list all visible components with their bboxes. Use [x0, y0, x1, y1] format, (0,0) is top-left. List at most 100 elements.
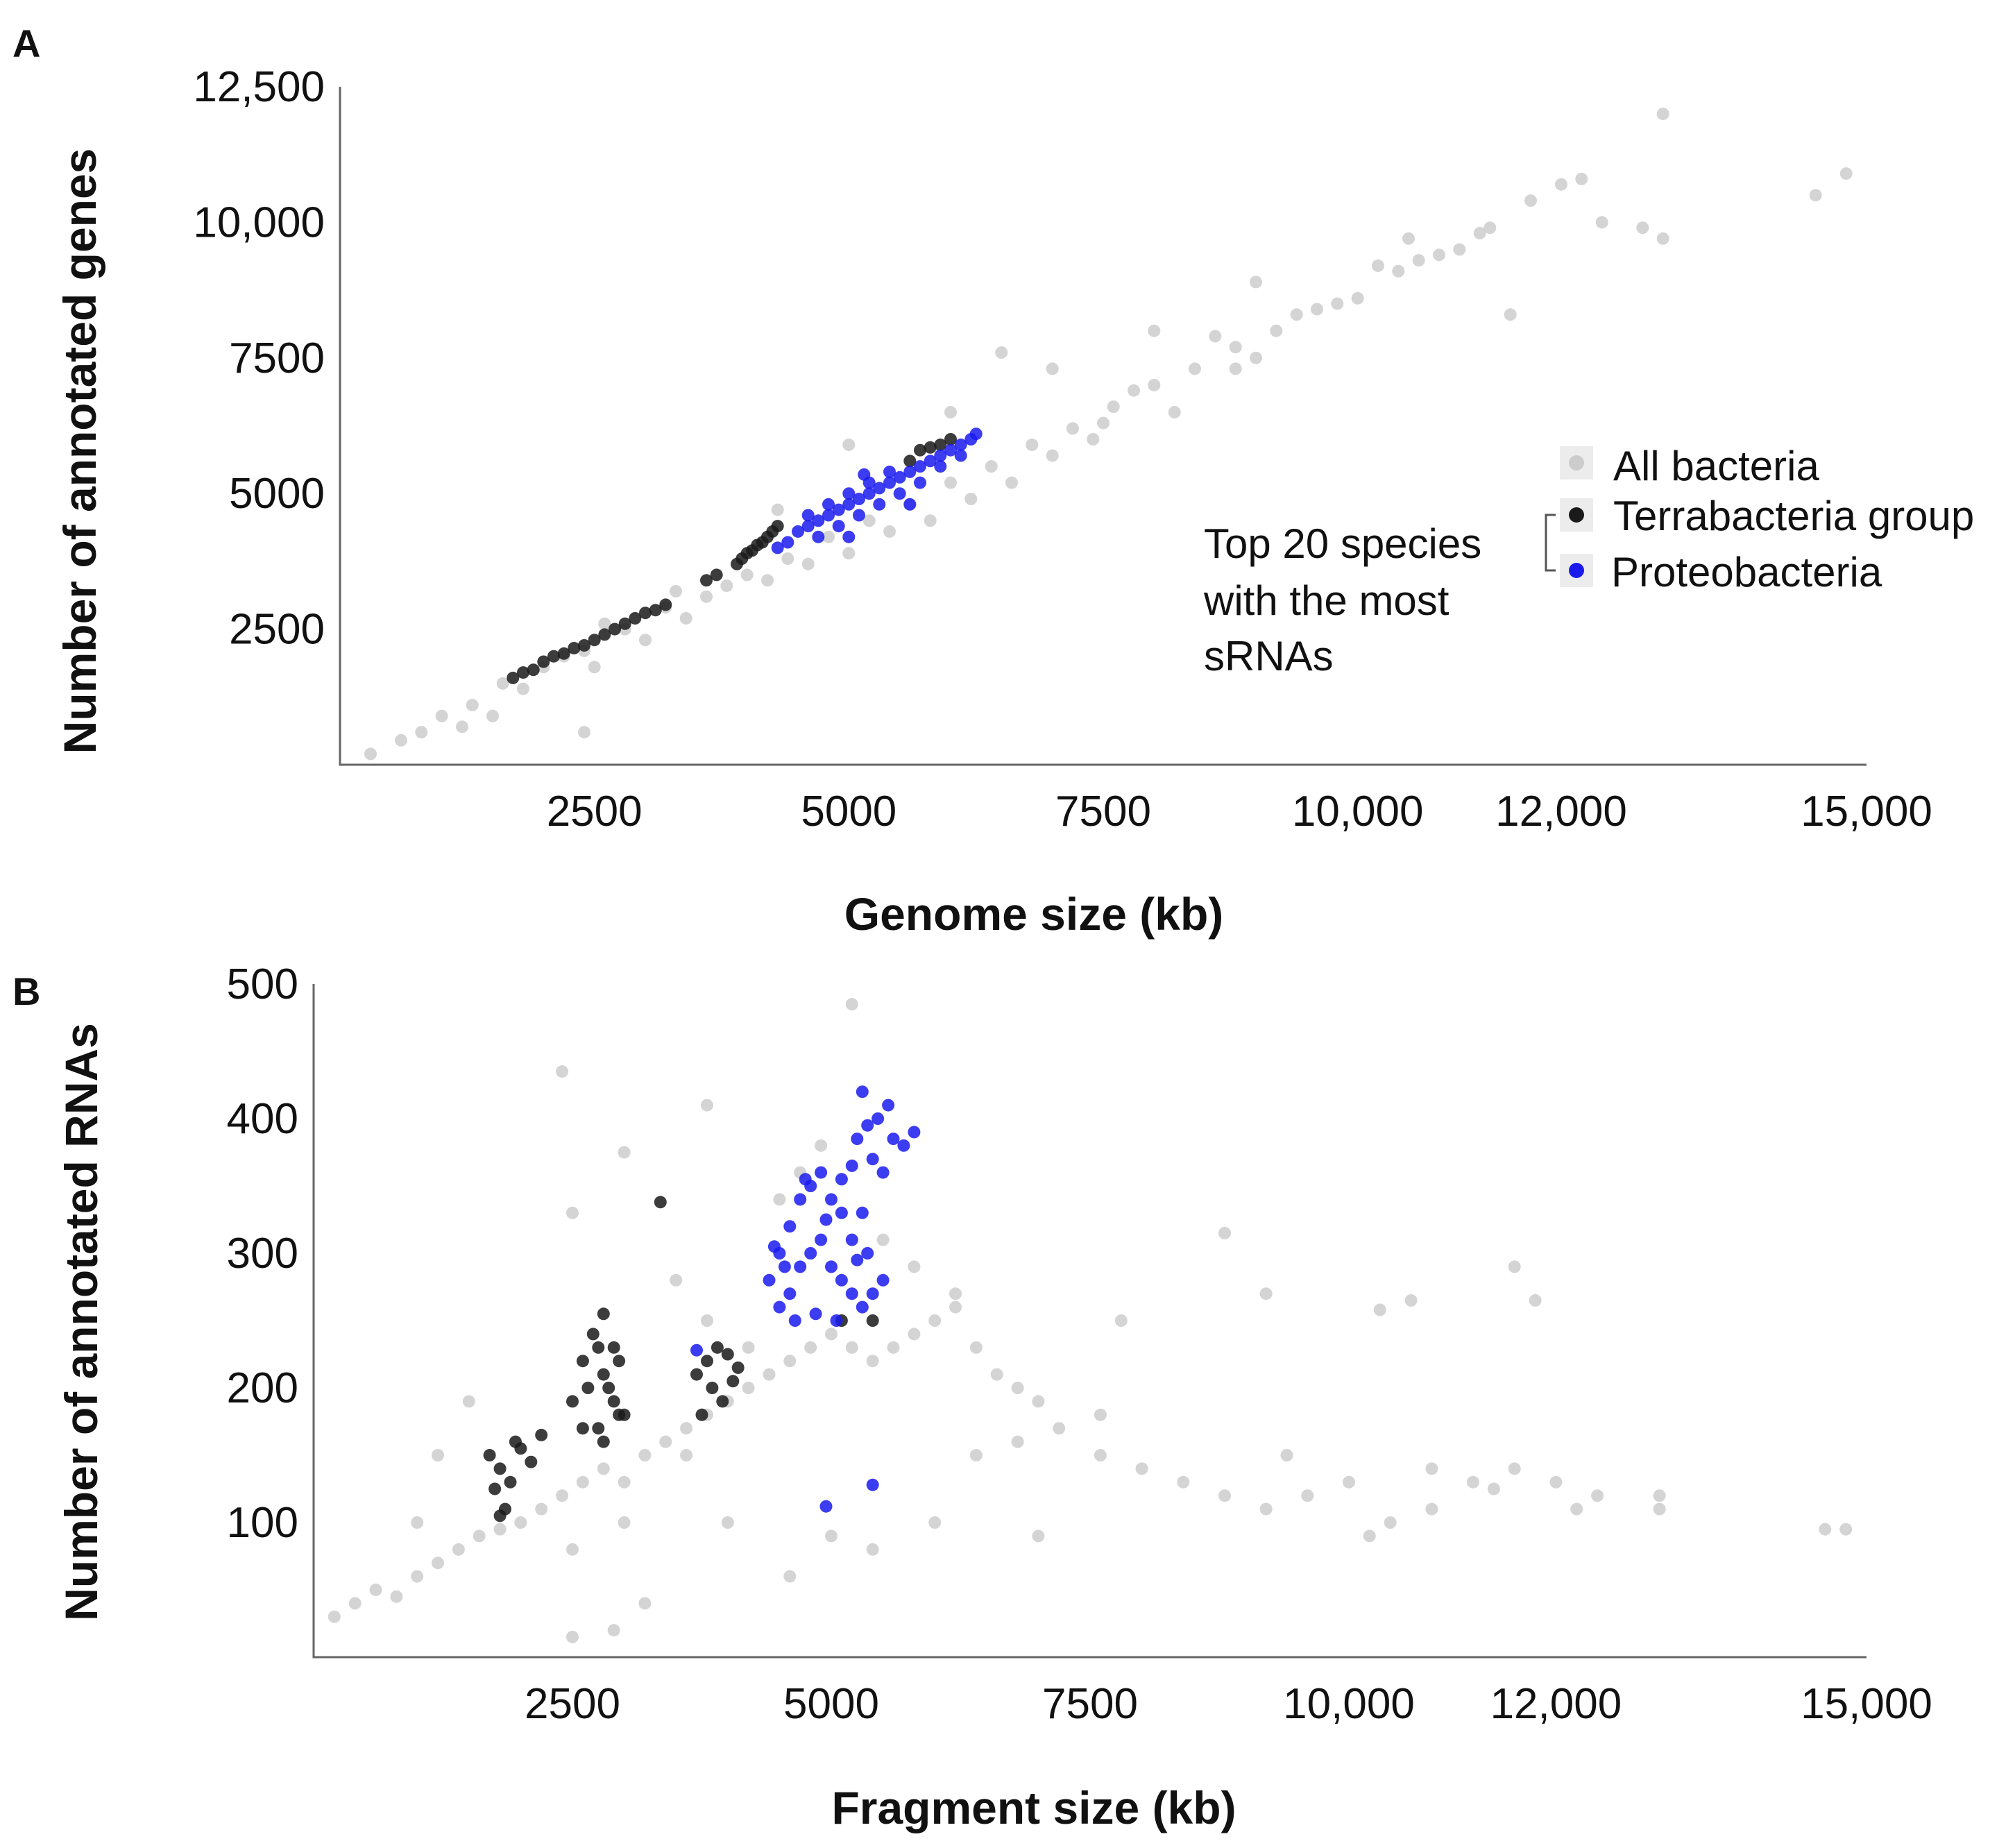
- panel-b-point-all-bacteria: [1114, 1314, 1128, 1327]
- panel-a-point-all-bacteria: [1402, 232, 1415, 245]
- panel-b-point-all-bacteria: [618, 1475, 631, 1489]
- panel-b-point-terrabacteria-group: [654, 1196, 667, 1209]
- panel-a-point-all-bacteria: [1290, 308, 1303, 321]
- panel-a-point-proteobacteria: [924, 455, 937, 468]
- panel-a-point-terrabacteria-group: [710, 568, 723, 582]
- panel-b-point-all-bacteria: [742, 1382, 755, 1394]
- panel-a-point-proteobacteria: [934, 449, 947, 462]
- panel-b-point-proteobacteria: [908, 1126, 921, 1139]
- panel-b-point-all-bacteria: [949, 1287, 962, 1300]
- panel-a-point-all-bacteria: [456, 720, 468, 734]
- panel-a-point-proteobacteria: [812, 514, 825, 527]
- legend-label-proteobacteria: Proteobacteria: [1611, 549, 1882, 595]
- panel-a-xtick-label: 7500: [1055, 788, 1151, 836]
- panel-b-point-all-bacteria: [1591, 1489, 1604, 1502]
- panel-b-xtick-label: 5000: [783, 1680, 879, 1728]
- panel-b-xtick-label: 7500: [1042, 1680, 1138, 1728]
- panel-b-point-proteobacteria: [856, 1085, 869, 1099]
- panel-b-point-all-bacteria: [1011, 1382, 1024, 1394]
- panel-b-point-all-bacteria: [1508, 1260, 1521, 1273]
- legend-label-all-bacteria: All bacteria: [1613, 443, 1819, 489]
- panel-b-point-all-bacteria: [1177, 1475, 1190, 1489]
- panel-a-point-proteobacteria: [842, 498, 856, 511]
- panel-b-point-proteobacteria: [851, 1133, 864, 1146]
- panel-a-point-all-bacteria: [1351, 291, 1364, 305]
- panel-b-point-terrabacteria-group: [597, 1435, 610, 1448]
- panel-b-point-all-bacteria: [969, 1449, 983, 1461]
- panel-b-point-all-bacteria: [1032, 1395, 1045, 1408]
- panel-b-point-all-bacteria: [969, 1341, 983, 1354]
- panel-b-point-proteobacteria: [887, 1133, 900, 1146]
- panel-a-point-all-bacteria: [1555, 178, 1567, 191]
- panel-a-point-all-bacteria: [720, 579, 733, 593]
- panel-b-point-all-bacteria: [990, 1368, 1003, 1381]
- panel-b-point-all-bacteria: [1373, 1303, 1386, 1316]
- panel-a-y-axis-title: Number of annotated genes: [54, 149, 105, 754]
- legend-label-terrabacteria: Terrabacteria group: [1613, 493, 1974, 539]
- panel-b-point-all-bacteria: [493, 1523, 507, 1536]
- panel-b-point-all-bacteria: [597, 1462, 610, 1475]
- panel-a-point-all-bacteria: [496, 677, 509, 690]
- panel-a-xtick-label: 15,000: [1801, 788, 1932, 836]
- panel-b-point-all-bacteria: [618, 1516, 631, 1529]
- panel-b-point-proteobacteria: [788, 1314, 801, 1327]
- panel-a-x-axis-title: Genome size (kb): [844, 888, 1223, 940]
- panel-b-point-all-bacteria: [701, 1099, 713, 1112]
- panel-b-point-all-bacteria: [1343, 1475, 1355, 1489]
- panel-b-point-proteobacteria: [861, 1247, 874, 1260]
- panel-b-point-all-bacteria: [1653, 1489, 1666, 1502]
- panel-b-point-terrabacteria-group: [597, 1307, 610, 1321]
- panel-b-point-all-bacteria: [1053, 1422, 1066, 1435]
- panel-b-point-all-bacteria: [742, 1341, 755, 1354]
- panel-b-point-all-bacteria: [369, 1584, 382, 1596]
- panel-b-point-proteobacteria: [783, 1287, 797, 1300]
- panel-a-point-all-bacteria: [1331, 297, 1344, 310]
- panel-b-point-all-bacteria: [1094, 1408, 1107, 1421]
- panel-b-point-all-bacteria: [576, 1475, 589, 1489]
- panel-b-point-proteobacteria: [856, 1206, 869, 1219]
- panel-a-point-all-bacteria: [1656, 232, 1669, 245]
- panel-b-point-all-bacteria: [1570, 1502, 1583, 1516]
- panel-a-point-all-bacteria: [740, 568, 754, 582]
- panel-a-point-proteobacteria: [801, 520, 815, 533]
- panel-b-point-terrabacteria-group: [535, 1428, 548, 1441]
- panel-a: A 2500 5000 7500 10,000 12,500 2500 5000…: [12, 22, 1974, 940]
- panel-a-axes: [339, 87, 1867, 766]
- panel-b-point-terrabacteria-group: [706, 1382, 719, 1394]
- panel-b-point-terrabacteria-group: [607, 1395, 620, 1408]
- legend-bracket-label-line-3: sRNAs: [1204, 633, 1334, 679]
- panel-a-point-all-bacteria: [781, 552, 794, 565]
- panel-b-point-all-bacteria: [876, 1233, 890, 1246]
- panel-b-point-all-bacteria: [866, 1355, 879, 1368]
- panel-a-point-all-bacteria: [924, 514, 937, 527]
- panel-a-point-all-bacteria: [415, 726, 428, 739]
- panel-b-point-proteobacteria: [876, 1166, 890, 1179]
- panel-b-point-all-bacteria: [618, 1146, 631, 1159]
- panel-b-point-terrabacteria-group: [493, 1509, 507, 1523]
- panel-b-point-proteobacteria: [767, 1240, 781, 1253]
- panel-b-point-terrabacteria-group: [566, 1395, 579, 1408]
- panel-b-point-terrabacteria-group: [701, 1355, 713, 1368]
- panel-a-point-proteobacteria: [842, 530, 856, 543]
- panel-a-point-all-bacteria: [1372, 259, 1384, 272]
- panel-a-point-terrabacteria-group: [527, 663, 540, 677]
- panel-b-point-all-bacteria: [1467, 1475, 1479, 1489]
- panel-a-point-proteobacteria: [934, 460, 947, 473]
- panel-b-ytick-label: 100: [227, 1499, 298, 1547]
- panel-a-point-all-bacteria: [1392, 264, 1405, 278]
- panel-a-point-proteobacteria: [883, 465, 896, 478]
- panel-b-point-all-bacteria: [701, 1314, 713, 1327]
- panel-b-point-terrabacteria-group: [493, 1462, 507, 1475]
- panel-b-point-proteobacteria: [851, 1253, 864, 1266]
- panel-a-label: A: [12, 22, 40, 65]
- panel-b-point-all-bacteria: [866, 1543, 879, 1556]
- panel-a-xtick-label: 12,000: [1495, 788, 1627, 836]
- panel-b-point-all-bacteria: [670, 1273, 683, 1287]
- panel-a-point-all-bacteria: [1656, 108, 1669, 121]
- panel-b-point-proteobacteria: [809, 1307, 822, 1321]
- panel-b-point-all-bacteria: [535, 1502, 548, 1516]
- panel-b-point-all-bacteria: [1094, 1449, 1107, 1461]
- panel-b-ytick-label: 200: [227, 1364, 298, 1412]
- panel-a-point-proteobacteria: [893, 471, 906, 484]
- panel-a-point-all-bacteria: [1595, 216, 1608, 229]
